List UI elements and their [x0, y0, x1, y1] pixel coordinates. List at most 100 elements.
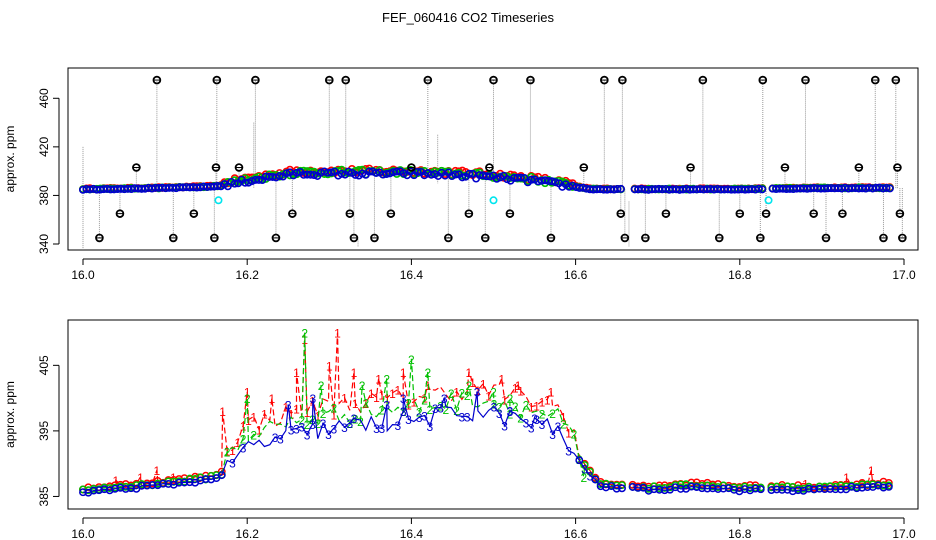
series-marker-1: 1 — [293, 366, 300, 380]
series-marker-2: 2 — [405, 396, 412, 410]
series-marker-3: 3 — [581, 463, 588, 477]
data-point-series-3 — [613, 184, 622, 193]
flagged-point — [480, 233, 490, 243]
flagged-point — [485, 163, 494, 172]
series-marker-2: 2 — [224, 446, 231, 460]
flagged-point — [821, 233, 831, 243]
series-marker-3: 3 — [229, 457, 236, 471]
series-marker-1: 1 — [373, 391, 380, 405]
series-marker-2: 2 — [424, 366, 431, 380]
flagged-point — [758, 75, 768, 85]
flagged-point — [761, 209, 771, 218]
alt-point — [214, 196, 223, 205]
series-marker-2: 2 — [244, 392, 251, 406]
series-marker-3: 3 — [474, 386, 481, 400]
series-point-2 — [740, 482, 749, 491]
series-point-3 — [788, 487, 797, 496]
series-point-3 — [778, 485, 787, 494]
series-marker-1: 1 — [548, 386, 555, 400]
series-marker-2: 2 — [383, 372, 390, 386]
data-point-series-3 — [327, 168, 336, 177]
data-point-series-3 — [882, 183, 891, 192]
plot-panel-1: 16.0 16.2 16.4 16.6 16.8 17.0 340 380 420 460 appr… — [3, 67, 919, 282]
series-marker-3: 3 — [421, 410, 428, 424]
series-point-3 — [196, 476, 205, 485]
series-marker-1: 1 — [250, 410, 257, 424]
series-point-3 — [121, 484, 130, 493]
flagged-point — [801, 75, 810, 85]
flagged-point — [464, 209, 474, 218]
data-point-series-3 — [275, 172, 284, 181]
series-marker-2: 2 — [453, 404, 460, 418]
series-point-3 — [858, 483, 867, 492]
data-point-series-3 — [337, 169, 346, 178]
x-tick-label: 17.0 — [892, 527, 916, 540]
series-point-2 — [836, 481, 845, 490]
flagged-point — [686, 163, 695, 172]
series-marker-1: 1 — [351, 366, 358, 380]
series-marker-2: 2 — [427, 403, 434, 417]
series-marker-1: 1 — [421, 392, 428, 406]
series-marker-1: 1 — [234, 436, 241, 450]
data-point-series-3 — [758, 185, 767, 194]
series-marker-3: 3 — [395, 419, 402, 433]
series-point-3 — [804, 484, 813, 493]
series-marker-1: 1 — [282, 400, 289, 414]
flagged-point — [444, 233, 453, 243]
series-point-3 — [756, 485, 765, 494]
series-marker-2: 2 — [580, 471, 587, 485]
x-tick-label: 16.0 — [71, 268, 95, 282]
series-marker-1: 1 — [576, 452, 583, 466]
series-point-3 — [831, 485, 840, 494]
series-point-3 — [772, 485, 781, 494]
series-point-3 — [89, 486, 98, 495]
series-marker-2: 2 — [304, 418, 311, 432]
series-marker-1: 1 — [560, 410, 567, 424]
series-point-3 — [815, 484, 824, 493]
series-marker-3: 3 — [441, 392, 448, 406]
series-marker-1: 1 — [405, 398, 412, 412]
flagged-point — [132, 163, 141, 172]
flagged-point — [546, 233, 556, 243]
series-marker-3: 3 — [549, 428, 556, 442]
series-marker-2: 2 — [571, 428, 578, 442]
flagged-point — [661, 209, 671, 218]
series-marker-3: 3 — [555, 420, 562, 434]
y-tick-label: 395 — [37, 421, 51, 441]
series-marker-1: 1 — [565, 427, 572, 441]
series-marker-2: 2 — [466, 379, 473, 393]
flagged-point — [234, 163, 244, 172]
series-marker-1: 1 — [326, 359, 333, 373]
y-tick-label: 405 — [37, 355, 51, 375]
series-point-3 — [810, 485, 819, 494]
alt-point — [489, 196, 498, 205]
chart-title: FEF_060416 CO2 Timeseries — [382, 10, 554, 25]
series-point-3 — [596, 482, 605, 491]
series-marker-3: 3 — [496, 407, 503, 421]
x-tick-label: 16.8 — [728, 527, 752, 540]
flagged-point — [526, 75, 535, 85]
series-marker-3: 3 — [288, 424, 295, 438]
series-marker-1: 1 — [424, 379, 431, 393]
series-marker-1: 1 — [389, 387, 396, 401]
series-marker-3: 3 — [379, 422, 386, 436]
series-point-3 — [826, 485, 835, 493]
data-point-series-3 — [516, 173, 525, 182]
flagged-point — [115, 209, 125, 218]
series-marker-3: 3 — [240, 441, 247, 455]
series-point-3 — [836, 485, 845, 494]
y-tick-label: 340 — [37, 234, 51, 254]
y-tick-label: 380 — [37, 185, 51, 205]
series-marker-3: 3 — [533, 413, 540, 427]
data-point-series-3 — [885, 184, 894, 193]
series-point-3 — [148, 481, 157, 489]
series-marker-1: 1 — [245, 414, 252, 428]
series-point-3 — [650, 485, 658, 494]
series-line-2 — [82, 332, 889, 491]
series-point-3 — [116, 483, 125, 492]
series-point-3 — [708, 484, 717, 493]
series-point-3 — [751, 484, 760, 493]
y-tick-label: 420 — [37, 137, 51, 157]
series-marker-2: 2 — [421, 394, 428, 408]
data-point-series-3 — [754, 184, 763, 193]
